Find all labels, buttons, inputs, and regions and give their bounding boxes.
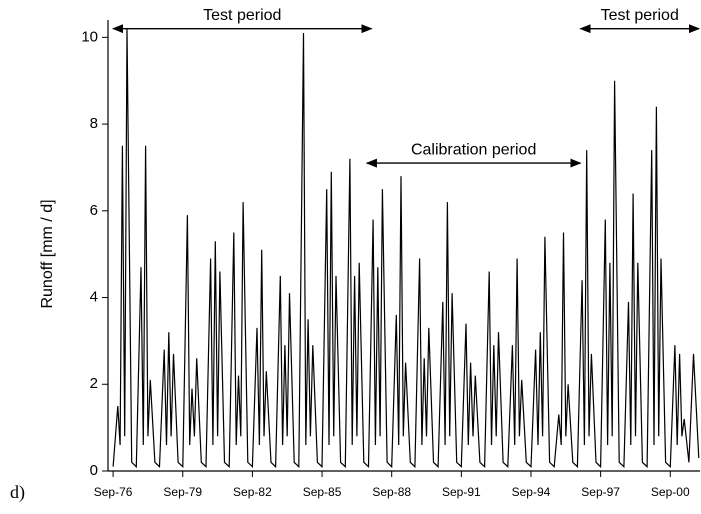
y-axis-label: Runoff [mm / d] (39, 199, 56, 308)
runoff-line (112, 28, 700, 469)
y-tick-label: 0 (90, 462, 98, 479)
x-tick-label: Sep-97 (581, 485, 620, 499)
period-label: Calibration period (411, 141, 536, 158)
x-tick-label: Sep-85 (303, 485, 342, 499)
y-tick-label: 2 (90, 375, 98, 392)
x-tick-label: Sep-91 (442, 485, 481, 499)
x-tick-label: Sep-82 (233, 485, 272, 499)
x-tick-label: Sep-88 (372, 485, 411, 499)
y-tick-label: 6 (90, 202, 98, 219)
x-tick-label: Sep-79 (163, 485, 202, 499)
period-label: Test period (203, 7, 281, 24)
y-tick-label: 4 (90, 289, 98, 306)
period-label: Test period (601, 7, 679, 24)
x-tick-label: Sep-00 (651, 485, 690, 499)
y-tick-label: 10 (81, 28, 98, 45)
y-tick-label: 8 (90, 115, 98, 132)
x-tick-label: Sep-76 (94, 485, 133, 499)
x-tick-label: Sep-94 (512, 485, 551, 499)
panel-label: d) (10, 482, 25, 503)
